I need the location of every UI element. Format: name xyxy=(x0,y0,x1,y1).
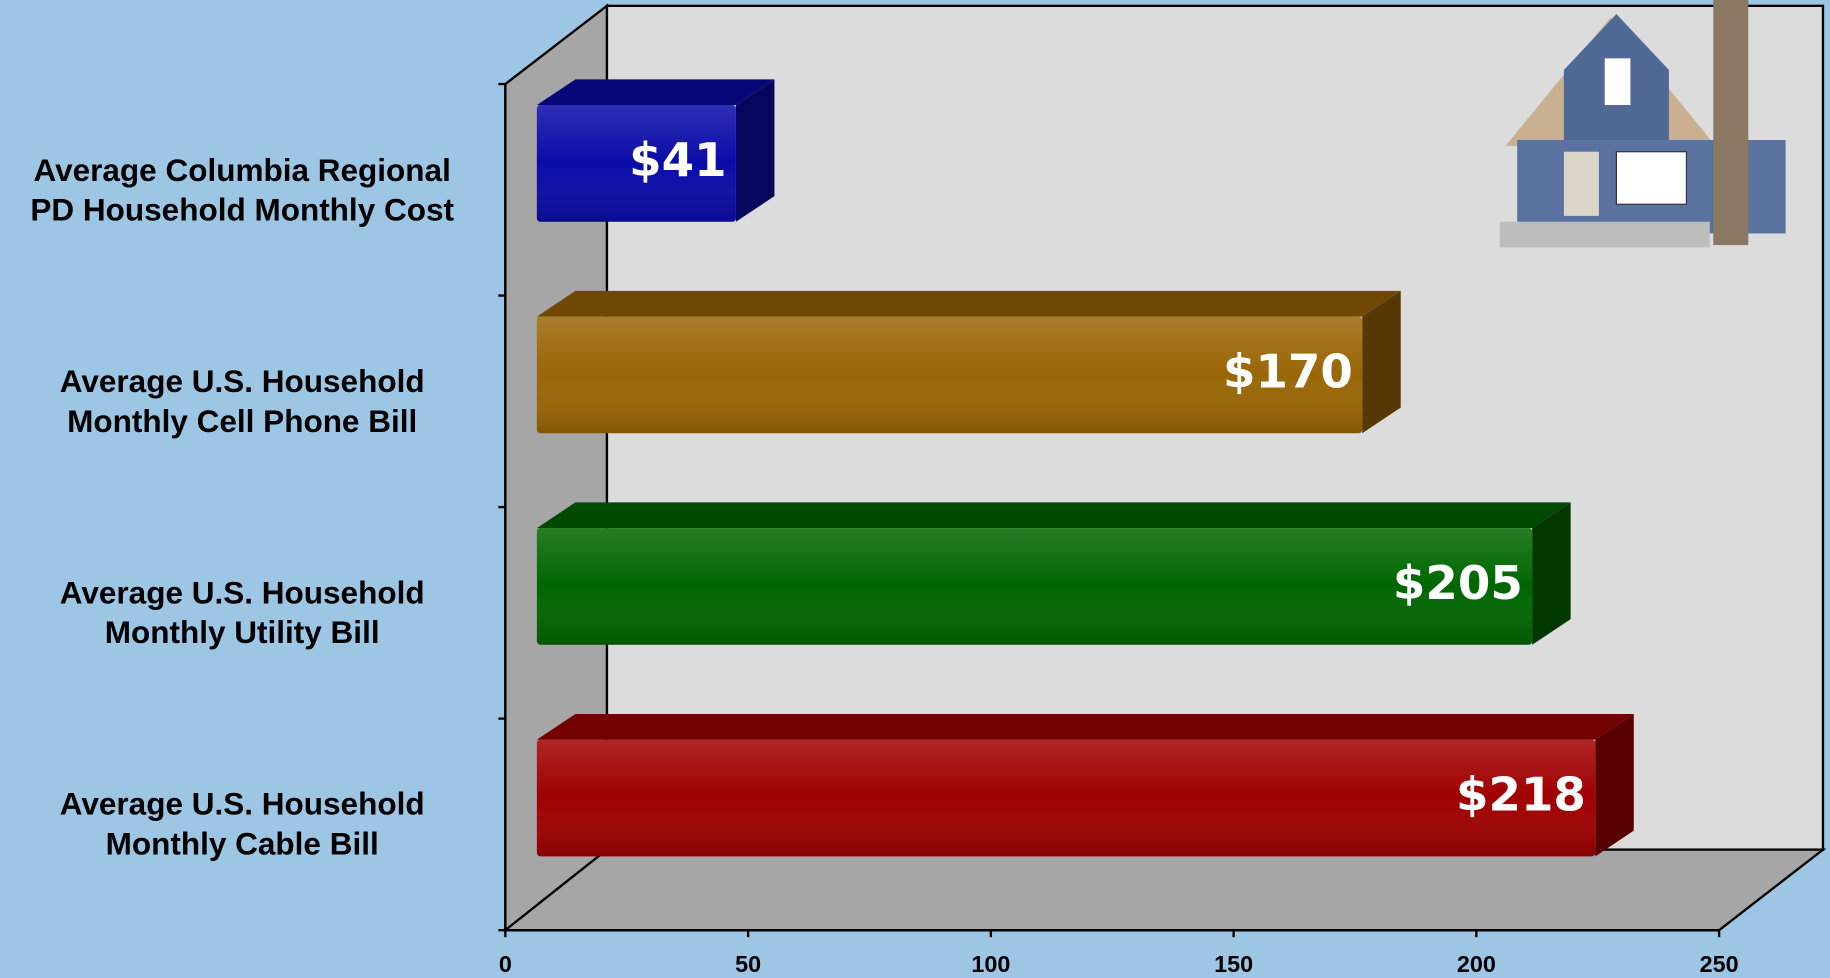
bar xyxy=(536,502,1571,645)
category-label-box: Average Columbia Regional PD Household M… xyxy=(30,152,454,228)
bar xyxy=(536,290,1401,434)
bar-top xyxy=(536,502,1571,529)
bar-side xyxy=(1595,713,1634,857)
category-label: Average U.S. Household Monthly Utility B… xyxy=(59,575,425,651)
x-tick-label: 100 xyxy=(971,951,1010,977)
category-label-box: Average U.S. Household Monthly Utility B… xyxy=(59,575,425,651)
bar xyxy=(536,713,1634,857)
category-label: Average U.S. Household Monthly Cable Bil… xyxy=(59,787,425,862)
category-label: Average U.S. Household Monthly Cell Phon… xyxy=(59,363,425,439)
bar-shine xyxy=(536,739,1596,857)
x-tick-label: 0 xyxy=(499,951,512,977)
value-label: $170 xyxy=(1223,345,1353,399)
x-tick-label: 50 xyxy=(735,951,761,977)
bar-shine xyxy=(536,316,1363,434)
bar-top xyxy=(536,713,1634,740)
bar-top xyxy=(536,290,1401,317)
x-tick-label: 200 xyxy=(1457,951,1496,977)
bar-side xyxy=(1532,502,1571,645)
bar-shine xyxy=(536,105,736,222)
bar xyxy=(536,79,775,222)
bar-side xyxy=(1362,290,1401,434)
house-icon xyxy=(1499,0,1786,248)
value-label: $41 xyxy=(629,134,726,188)
value-label: $218 xyxy=(1456,768,1586,822)
bar-top xyxy=(536,79,775,106)
floor xyxy=(502,848,1827,932)
x-tick-label: 150 xyxy=(1214,951,1253,977)
category-label-box: Average U.S. Household Monthly Cell Phon… xyxy=(59,363,425,439)
bar-side xyxy=(735,79,775,222)
x-tick-label: 250 xyxy=(1700,951,1739,977)
value-label: $205 xyxy=(1393,557,1523,611)
category-label: Average Columbia Regional PD Household M… xyxy=(30,152,454,228)
plot: 0 50 100 150 200 250 $41 Average Columbia Regio… xyxy=(30,79,1739,977)
category-label-box: Average U.S. Household Monthly Cable Bil… xyxy=(59,787,425,862)
bar-shine xyxy=(536,528,1533,645)
